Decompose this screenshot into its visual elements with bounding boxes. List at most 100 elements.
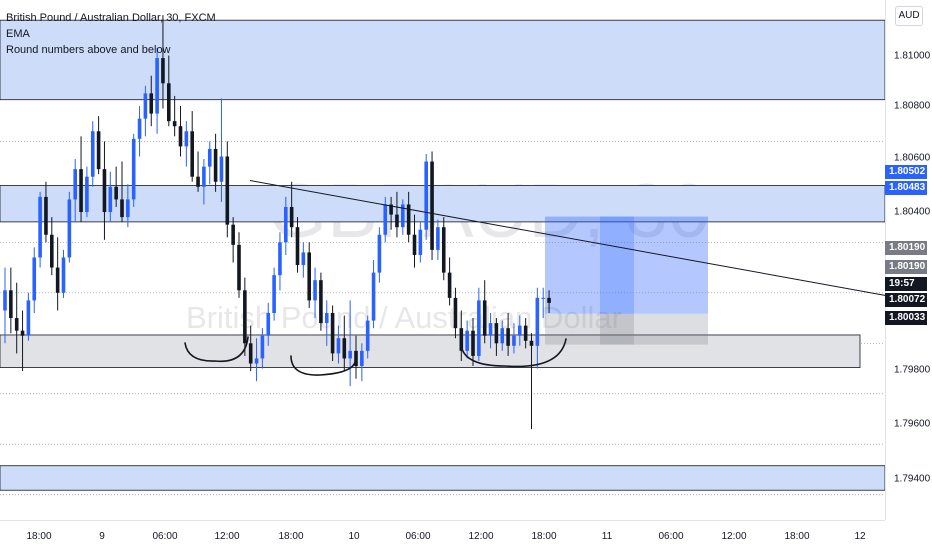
position-elapsed-stop — [600, 313, 634, 345]
candle-body — [90, 131, 95, 177]
candle-body — [237, 244, 241, 291]
candle-body — [465, 330, 469, 351]
candle-body — [529, 340, 534, 346]
x-tick-label: 10 — [348, 531, 360, 542]
supply-demand-zone — [0, 465, 885, 491]
x-tick-label: 18:00 — [26, 531, 52, 542]
y-tick-label: 1.80800 — [894, 100, 931, 112]
candle-body — [418, 229, 423, 255]
candle-body — [494, 323, 499, 344]
candle-body — [453, 297, 458, 329]
candle-body — [202, 166, 206, 187]
position-stop-box — [545, 313, 708, 345]
candle-body — [32, 257, 37, 301]
candle-body — [108, 186, 113, 213]
candle-body — [131, 138, 136, 200]
candle-body — [143, 93, 148, 119]
price-label-zone-bottom: 1.80483 — [885, 181, 927, 195]
candle-body — [471, 330, 475, 356]
candle-body — [26, 300, 31, 336]
candle-body — [14, 318, 19, 331]
candle-body — [178, 126, 183, 147]
candle-body — [336, 338, 341, 354]
candle-body — [324, 313, 329, 324]
candle-body — [295, 227, 300, 266]
candle-body — [389, 204, 393, 215]
candle-body — [120, 199, 124, 218]
currency-badge[interactable]: AUD — [895, 6, 923, 26]
y-tick-label: 1.80400 — [894, 206, 931, 218]
candle-body — [196, 176, 200, 187]
candle-body — [518, 325, 522, 336]
candle-body — [412, 234, 417, 255]
position-target-box — [545, 216, 708, 314]
x-tick-label: 12:00 — [468, 531, 494, 542]
candle-body — [360, 350, 364, 367]
candle-body — [459, 328, 464, 351]
candle-body — [441, 227, 446, 273]
countdown-timer: 19:57 — [885, 277, 927, 291]
curve-right-shoulder — [460, 338, 567, 368]
candle-body — [541, 297, 545, 299]
candle-body — [213, 148, 218, 182]
candle-body — [289, 206, 294, 228]
chart-canvas — [0, 15, 885, 496]
x-tick-label: 9 — [99, 531, 105, 542]
chart-legend: British Pound / Australian Dollar, 30, F… — [6, 10, 216, 58]
candle-body — [506, 328, 510, 346]
candle-body — [50, 234, 54, 268]
time-axis[interactable]: 18:00 9 06:00 12:00 18:00 10 06:00 12:00… — [0, 520, 885, 551]
candle-body — [319, 280, 323, 324]
legend-indicator-ema[interactable]: EMA — [6, 28, 30, 40]
candle-body — [155, 58, 159, 114]
x-tick-label: 12:00 — [214, 531, 240, 542]
x-tick-label: 12:00 — [721, 531, 747, 542]
curve-head — [290, 355, 356, 376]
legend-indicator-round-numbers[interactable]: Round numbers above and below — [6, 44, 171, 56]
candle-body — [149, 93, 154, 114]
candle-body — [482, 300, 487, 336]
supply-demand-zone — [0, 19, 885, 101]
candle-body — [278, 242, 282, 276]
y-tick-label: 1.80600 — [894, 152, 931, 164]
legend-symbol[interactable]: British Pound / Australian Dollar, 30, F… — [6, 12, 216, 24]
candle-body — [44, 196, 48, 235]
candle-body — [254, 358, 259, 364]
chart-plot-area[interactable]: GBPAUD, 30 British Pound / Australian Do… — [0, 0, 885, 520]
candle-body — [172, 121, 177, 127]
candle-body — [102, 169, 107, 213]
candle-body — [535, 297, 540, 346]
candle-body — [395, 214, 399, 228]
candle-body — [55, 267, 60, 293]
x-tick-label: 18:00 — [531, 531, 557, 542]
candle-body — [190, 131, 194, 177]
candle-body — [512, 335, 516, 346]
last-price-label: 1.80072 — [885, 293, 927, 307]
candle-body — [401, 204, 405, 228]
candle-body — [301, 252, 306, 266]
candle-body — [225, 156, 230, 225]
trendline — [249, 179, 885, 296]
candle-body — [313, 280, 317, 301]
price-label-support: 1.80033 — [885, 311, 927, 325]
candle-body — [85, 176, 89, 213]
x-tick-label: 06:00 — [152, 531, 178, 542]
candle-body — [9, 290, 13, 319]
x-tick-label: 06:00 — [658, 531, 684, 542]
candle-body — [284, 206, 288, 243]
candle-body — [3, 290, 7, 311]
price-label-trendline: 1.80190 — [885, 241, 927, 255]
y-tick-label: 1.79600 — [894, 418, 931, 430]
candle-body — [161, 58, 165, 84]
candle-body — [61, 257, 66, 293]
candle-body — [436, 227, 440, 250]
candle-body — [547, 297, 551, 303]
x-tick-label: 06:00 — [405, 531, 431, 542]
supply-demand-zone — [0, 185, 885, 223]
candle-body — [67, 199, 72, 258]
candle-body — [219, 156, 224, 182]
candle-body — [266, 313, 271, 336]
candle-body — [73, 169, 77, 200]
support-zone — [0, 334, 861, 368]
candle-body — [342, 338, 347, 359]
